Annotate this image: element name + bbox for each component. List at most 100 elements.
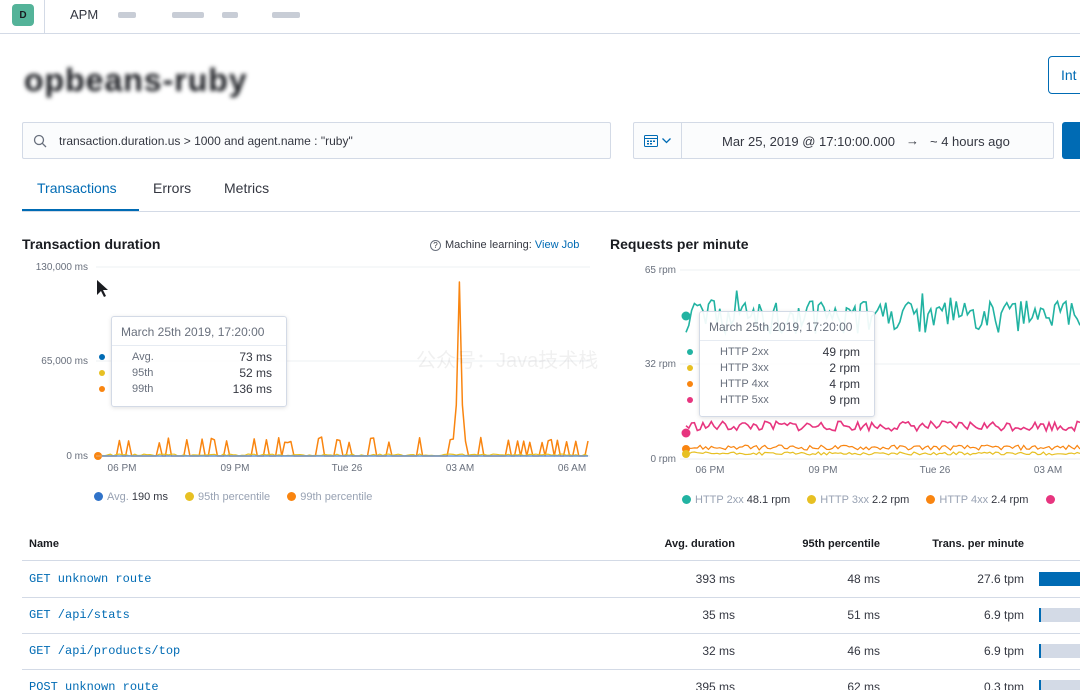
tooltip-value: 4 rpm: [829, 377, 860, 391]
rpm-chart-title: Requests per minute: [610, 236, 749, 252]
divider: [44, 0, 45, 34]
cell-95th: 46 ms: [847, 644, 880, 658]
legend-dot: [687, 381, 693, 387]
date-end[interactable]: ~ 4 hours ago: [930, 134, 1010, 149]
cursor-icon: [97, 280, 108, 297]
x-tick-label: 03 AM: [446, 463, 474, 474]
quick-select-button[interactable]: [634, 123, 682, 158]
cell-avg-duration: 32 ms: [702, 644, 735, 658]
date-picker[interactable]: Mar 25, 2019 @ 17:10:00.000 → ~ 4 hours …: [633, 122, 1054, 159]
legend-item-99th[interactable]: 99th percentile: [287, 491, 372, 503]
row-divider: [22, 597, 1080, 598]
y-tick-label: 130,000 ms: [36, 262, 88, 273]
breadcrumb-redacted: [118, 12, 136, 18]
search-icon: [33, 134, 47, 148]
x-tick-label: Tue 26: [332, 463, 363, 474]
transaction-name-link[interactable]: GET unknown route: [29, 572, 152, 586]
transaction-duration-chart[interactable]: 130,000 ms 65,000 ms 0 ms 06 PM 09 PM Tu…: [0, 255, 600, 480]
cell-95th: 51 ms: [847, 608, 880, 622]
legend-item-http-5xx[interactable]: [1045, 494, 1059, 506]
arrow-right-icon: →: [906, 133, 919, 148]
y-tick-label: 0 ms: [66, 451, 88, 462]
rpm-legend: HTTP 2xx 48.1 rpm HTTP 3xx 2.2 rpm HTTP …: [682, 494, 1073, 506]
hover-point: [681, 311, 691, 321]
column-header-name[interactable]: Name: [29, 538, 59, 550]
column-header-95th[interactable]: 95th percentile: [802, 538, 880, 550]
legend-dot: [287, 492, 297, 501]
impact-bar: [1039, 572, 1080, 586]
active-tab-indicator: [22, 209, 139, 211]
breadcrumb-apm[interactable]: APM: [70, 7, 99, 22]
tooltip-title: March 25th 2019, 17:20:00: [700, 312, 874, 341]
duration-tooltip: March 25th 2019, 17:20:00 Avg. 73 ms 95th…: [99, 316, 287, 407]
legend-item-95th[interactable]: 95th percentile: [185, 491, 270, 503]
legend-item-http-2xx[interactable]: HTTP 2xx 48.1 rpm: [682, 494, 790, 506]
cell-tpm: 27.6 tpm: [977, 572, 1024, 586]
cell-avg-duration: 395 ms: [695, 680, 735, 690]
cell-95th: 62 ms: [847, 680, 880, 690]
search-input[interactable]: transaction.duration.us > 1000 and agent…: [22, 122, 611, 159]
legend-item-http-3xx[interactable]: HTTP 3xx 2.2 rpm: [807, 494, 909, 506]
tooltip-value: 2 rpm: [829, 361, 860, 375]
cell-95th: 48 ms: [847, 572, 880, 586]
tooltip-value: 9 rpm: [829, 393, 860, 407]
row-divider: [22, 669, 1080, 670]
legend-dot: [1045, 495, 1055, 504]
breadcrumb-redacted: [222, 12, 238, 18]
space-avatar[interactable]: D: [12, 4, 34, 26]
tooltip-title: March 25th 2019, 17:20:00: [112, 317, 286, 346]
legend-dot: [94, 492, 103, 501]
legend-dot: [99, 370, 105, 376]
tab-transactions[interactable]: Transactions: [37, 180, 117, 196]
x-tick-label: 09 PM: [809, 465, 838, 476]
legend-dot: [687, 349, 693, 355]
watermark: 公众号：Java技术栈: [416, 350, 599, 372]
legend-item-http-4xx[interactable]: HTTP 4xx 2.4 rpm: [926, 494, 1028, 506]
chevron-down-icon: [662, 137, 671, 143]
view-job-link[interactable]: View Job: [534, 239, 580, 251]
y-tick-label: 32 rpm: [645, 359, 676, 370]
tooltip-row: Avg. 73 ms: [99, 349, 286, 365]
tooltip-label: HTTP 2xx: [720, 346, 769, 358]
machine-learning-link: ? Machine learning: View Job: [430, 239, 579, 251]
update-button[interactable]: [1062, 122, 1080, 159]
tooltip-label: 99th: [132, 383, 154, 395]
x-tick-label: 03 AM: [1034, 465, 1062, 476]
impact-bar: [1039, 608, 1080, 622]
x-tick-label: 09 PM: [221, 463, 250, 474]
x-tick-label: 06 PM: [108, 463, 137, 474]
legend-dot: [185, 492, 195, 501]
column-header-avg-duration[interactable]: Avg. duration: [664, 538, 735, 550]
cell-avg-duration: 393 ms: [695, 572, 735, 586]
tab-errors[interactable]: Errors: [153, 180, 192, 196]
duration-chart-title: Transaction duration: [22, 236, 161, 252]
tooltip-label: HTTP 4xx: [720, 378, 769, 390]
cell-avg-duration: 35 ms: [702, 608, 735, 622]
column-header-tpm[interactable]: Trans. per minute: [932, 538, 1024, 550]
legend-dot: [687, 397, 693, 403]
calendar-icon: [644, 135, 658, 147]
transaction-name-link[interactable]: POST unknown route: [29, 680, 159, 690]
impact-bar-fill: [1039, 644, 1042, 658]
tooltip-value: 52 ms: [239, 366, 272, 380]
impact-bar-fill: [1039, 608, 1042, 622]
tooltip-value: 49 rpm: [822, 345, 860, 359]
y-tick-label: 0 rpm: [650, 454, 676, 465]
x-tick-label: 06 PM: [696, 465, 725, 476]
impact-bar-fill: [1039, 572, 1080, 586]
date-start[interactable]: Mar 25, 2019 @ 17:10:00.000: [722, 134, 895, 149]
series-http-3xx-line: [685, 451, 1080, 456]
cell-tpm: 6.9 tpm: [983, 608, 1024, 622]
x-tick-label: 06 AM: [558, 463, 586, 474]
transaction-name-link[interactable]: GET /api/products/top: [29, 644, 181, 658]
top-bar: D APM: [0, 0, 1080, 34]
tab-metrics[interactable]: Metrics: [224, 180, 270, 196]
transaction-name-link[interactable]: GET /api/stats: [29, 608, 130, 622]
cell-tpm: 6.9 tpm: [983, 644, 1024, 658]
impact-bar-fill: [1039, 680, 1042, 690]
integrations-button[interactable]: Int: [1048, 56, 1080, 94]
tooltip-row: 95th 52 ms: [99, 365, 286, 381]
question-icon: ?: [430, 239, 441, 251]
legend-item-avg[interactable]: Avg. 190 ms: [94, 491, 168, 503]
tooltip-row: HTTP 5xx 9 rpm: [687, 392, 874, 408]
